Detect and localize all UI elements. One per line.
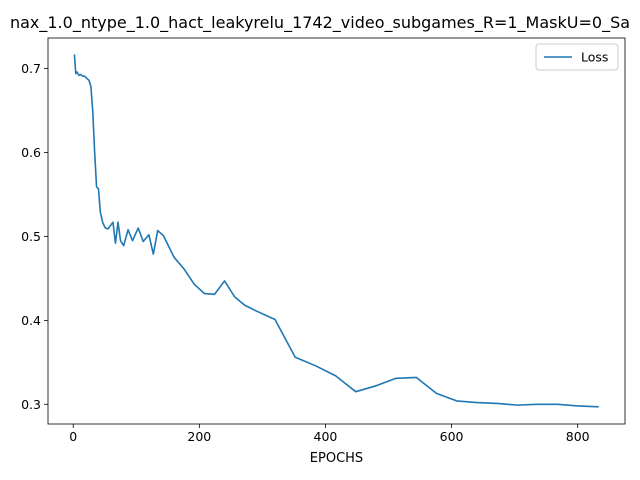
chart-title: nax_1.0_ntype_1.0_hact_leakyrelu_1742_vi… (10, 13, 630, 33)
y-tick-label: 0.4 (21, 313, 41, 328)
x-tick-label: 800 (566, 429, 590, 444)
y-tick-label: 0.7 (21, 61, 41, 76)
x-axis: 0 200 400 600 800 (69, 424, 590, 444)
legend: Loss (535, 43, 619, 71)
legend-label: Loss (581, 50, 608, 65)
x-tick-label: 600 (440, 429, 464, 444)
x-tick-label: 0 (69, 429, 77, 444)
y-tick-label: 0.3 (21, 397, 41, 412)
y-tick-label: 0.6 (21, 145, 41, 160)
y-tick-label: 0.5 (21, 229, 41, 244)
legend-box (535, 43, 619, 71)
x-tick-label: 400 (314, 429, 338, 444)
axes-frame (47, 37, 626, 425)
x-tick-label: 200 (187, 429, 211, 444)
x-axis-label: EPOCHS (310, 451, 363, 466)
y-axis: 0.3 0.4 0.5 0.6 0.7 (21, 61, 48, 412)
plot-area (73, 54, 599, 408)
series-line-loss (73, 54, 599, 408)
